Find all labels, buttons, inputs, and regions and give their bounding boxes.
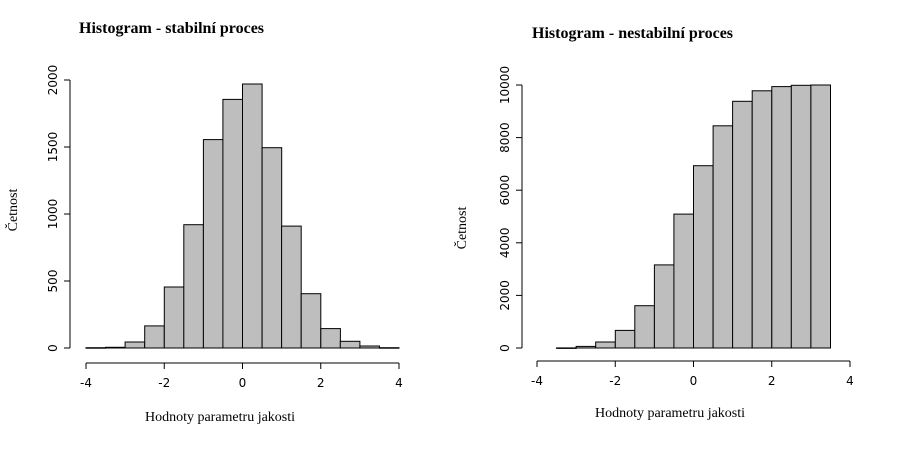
histogram-bar bbox=[85, 347, 107, 349]
histogram-bar bbox=[575, 345, 597, 349]
x-tick-label: 0 bbox=[690, 374, 698, 388]
histogram-bar bbox=[693, 165, 714, 349]
x-axis-label: Hodnoty parametru jakosti bbox=[595, 406, 745, 421]
y-axis: 0 2000 4000 6000 8000 10000 bbox=[498, 66, 523, 352]
x-tick-label: -4 bbox=[80, 376, 92, 390]
y-axis-label: Četnost bbox=[453, 207, 470, 250]
histogram-bar bbox=[261, 147, 283, 349]
histogram-bar bbox=[281, 225, 302, 349]
y-axis: 0 500 1000 1500 2000 bbox=[46, 65, 71, 352]
x-tick-label: 0 bbox=[239, 376, 247, 390]
y-tick-label: 2000 bbox=[498, 280, 512, 311]
y-tick-label: 8000 bbox=[498, 122, 512, 153]
y-tick-label: 10000 bbox=[498, 66, 512, 104]
x-tick-label: 4 bbox=[846, 374, 854, 388]
x-axis: -4 -2 0 2 4 bbox=[531, 360, 854, 388]
histogram-bar bbox=[556, 347, 577, 349]
bar-group bbox=[556, 84, 832, 349]
histogram-bar bbox=[300, 293, 322, 349]
x-tick-label: 2 bbox=[768, 374, 776, 388]
y-tick-label: 2000 bbox=[46, 65, 60, 96]
y-tick-label: 0 bbox=[46, 344, 60, 352]
y-tick-label: 500 bbox=[46, 270, 60, 293]
histogram-bar bbox=[202, 139, 224, 349]
histogram-bar bbox=[614, 329, 636, 349]
histogram-bar bbox=[673, 213, 695, 349]
chart-stable: Histogram - stabilní proces Hodnoty para… bbox=[4, 20, 403, 425]
histogram-bar bbox=[339, 340, 361, 349]
histogram-bar bbox=[320, 328, 341, 349]
chart-title: Histogram - nestabilní proces bbox=[532, 25, 733, 42]
histogram-bar bbox=[712, 125, 734, 349]
x-axis-label: Hodnoty parametru jakosti bbox=[145, 410, 295, 425]
histogram-bar bbox=[105, 346, 126, 349]
histogram-bar bbox=[810, 84, 832, 349]
x-tick-label: -2 bbox=[158, 376, 170, 390]
histogram-bar bbox=[732, 100, 753, 349]
histogram-bar bbox=[653, 264, 675, 349]
histogram-bar bbox=[359, 345, 380, 349]
histogram-bar bbox=[144, 325, 165, 349]
histogram-bar bbox=[124, 341, 146, 349]
y-tick-label: 0 bbox=[498, 344, 512, 352]
y-axis-label: Četnost bbox=[4, 189, 21, 232]
chart-title: Histogram - stabilní proces bbox=[79, 20, 264, 37]
histogram-bar bbox=[595, 341, 616, 349]
x-tick-label: -2 bbox=[609, 374, 621, 388]
histogram-bar bbox=[378, 347, 400, 349]
y-tick-label: 4000 bbox=[498, 228, 512, 259]
histogram-bar bbox=[771, 86, 792, 349]
bar-group bbox=[85, 83, 400, 349]
y-tick-label: 1000 bbox=[46, 199, 60, 230]
histogram-bar bbox=[790, 84, 812, 349]
histogram-bar bbox=[222, 98, 243, 349]
histogram-bar bbox=[751, 90, 773, 349]
histogram-bar bbox=[163, 286, 185, 349]
x-tick-label: 2 bbox=[317, 376, 325, 390]
chart-unstable: Histogram - nestabilní proces Hodnoty pa… bbox=[453, 25, 854, 421]
x-tick-label: 4 bbox=[395, 376, 403, 390]
histogram-bar bbox=[634, 305, 655, 349]
histogram-bar bbox=[183, 224, 204, 349]
histogram-bar bbox=[242, 83, 263, 349]
x-axis: -4 -2 0 2 4 bbox=[80, 362, 403, 390]
x-tick-label: -4 bbox=[531, 374, 543, 388]
y-tick-label: 6000 bbox=[498, 175, 512, 206]
y-tick-label: 1500 bbox=[46, 132, 60, 163]
